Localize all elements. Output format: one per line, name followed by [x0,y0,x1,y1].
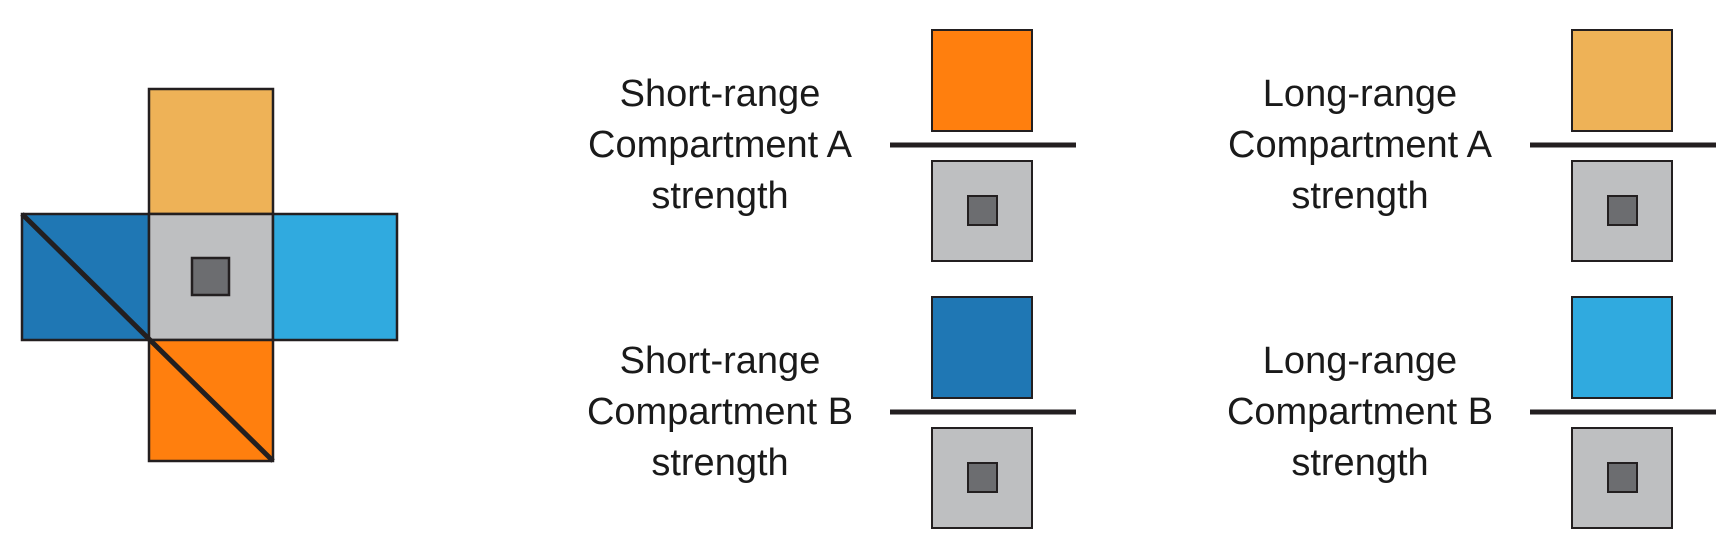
ratio-label-line: strength [1291,175,1428,217]
ratio-label-line: strength [1291,442,1428,484]
ratio-label-line: strength [651,175,788,217]
center-core [190,256,231,297]
neighborhood-cross [20,87,399,463]
numerator-box [1571,296,1673,399]
ratio-label-line: Compartment A [1228,124,1493,166]
ratio-label-line: Short-range [620,73,821,115]
diagonal-line [20,212,275,463]
numerator-box [1571,29,1673,132]
ratio-label-line: Long-range [1263,340,1457,382]
ratio-short-range-compartment-b: Short-range Compartment B strength [587,296,1076,529]
ratio-short-range-compartment-a: Short-range Compartment A strength [588,29,1076,262]
ratio-label-line: Compartment A [588,124,853,166]
denominator-core [1607,462,1638,493]
numerator-box [931,29,1033,132]
denominator-core [967,195,998,226]
ratio-label-line: Compartment B [587,391,853,433]
ratio-label-line: strength [651,442,788,484]
denominator-core [1607,195,1638,226]
ratio-label-line: Compartment B [1227,391,1493,433]
ratio-long-range-compartment-b: Long-range Compartment B strength [1227,296,1716,529]
top-cell-long-range-a [147,87,275,216]
denominator-core [967,462,998,493]
ratio-long-range-compartment-a: Long-range Compartment A strength [1228,29,1716,262]
ratio-label-line: Short-range [620,340,821,382]
numerator-box [931,296,1033,399]
right-cell-long-range-b [271,212,399,342]
ratio-label-line: Long-range [1263,73,1457,115]
